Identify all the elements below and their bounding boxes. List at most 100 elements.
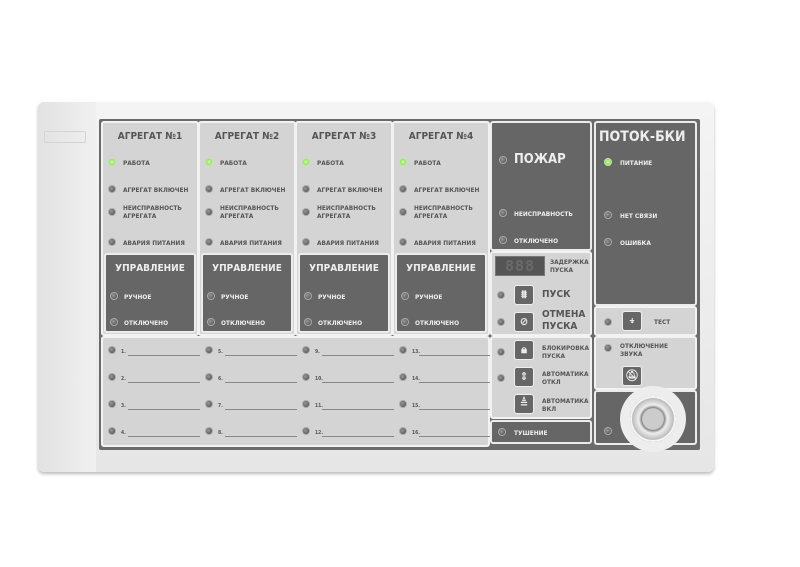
control-title: УПРАВЛЕНИЕ (406, 263, 476, 274)
unit-status-led (108, 185, 116, 193)
zone-number: 12. (315, 430, 323, 436)
fault-led (499, 209, 507, 217)
zone-label-line (225, 355, 297, 356)
extinguish-section: ТУШЕНИЕ (490, 420, 592, 444)
unit-panel: АГРЕГАТ №1 РАБОТА АГРЕГАТ ВКЛЮЧЕН НЕИСПР… (101, 121, 199, 336)
zone-led (302, 373, 310, 381)
unit-status-label: НЕИСПРАВНОСТЬ АГРЕГАТА (414, 204, 473, 220)
unit-status-label: АГРЕГАТ ВКЛЮЧЕН (123, 186, 189, 194)
automation-section: 🔒︎ БЛОКИРОВКА ПУСКА ⇕ АВТОМАТИКА ОТКЛ ≜ … (490, 336, 592, 419)
control-disabled-label: ОТКЛЮЧЕНО (221, 319, 266, 327)
zone-number: 16. (412, 430, 420, 436)
auto-off-label: АВТОМАТИКА ОТКЛ (542, 370, 589, 386)
power-label: ПИТАНИЕ (620, 159, 653, 167)
start-label: ПУСК (542, 289, 571, 300)
control-title: УПРАВЛЕНИЕ (212, 263, 282, 274)
zone-led (108, 400, 116, 408)
manual-label: РУЧНОЕ (221, 293, 249, 301)
control-disabled-led (110, 318, 118, 326)
mute-label: ОТКЛЮЧЕНИЕ ЗВУКА (620, 342, 668, 358)
zone-number: 15. (412, 403, 420, 409)
zone-number: 1. (121, 349, 126, 355)
zone-led (302, 427, 310, 435)
test-label: ТЕСТ (654, 318, 671, 326)
control-panel: УПРАВЛЕНИЕ РУЧНОЕ ОТКЛЮЧЕНО (395, 253, 487, 333)
unit-status-label: АВАРИЯ ПИТАНИЯ (317, 239, 379, 247)
unit-status-label: АВАРИЯ ПИТАНИЯ (414, 239, 476, 247)
unit-status-led (399, 208, 407, 216)
zone-label-line (225, 436, 297, 437)
cancel-led (497, 318, 505, 326)
mute-section: ОТКЛЮЧЕНИЕ ЗВУКА 🔕︎ (594, 336, 697, 390)
auto-off-led (497, 374, 505, 382)
zone-label-line (322, 355, 394, 356)
unit-status-led (205, 158, 213, 166)
unit-title: АГРЕГАТ №1 (117, 131, 183, 142)
zone-led (108, 427, 116, 435)
auto-on-label: АВТОМАТИКА ВКЛ (542, 397, 589, 413)
zone-led (108, 373, 116, 381)
manual-label: РУЧНОЕ (124, 293, 152, 301)
unit-status-led (302, 208, 310, 216)
zone-label-line (419, 382, 491, 383)
unit-status-label: РАБОТА (123, 159, 150, 167)
zone-led (302, 346, 310, 354)
touch-memory-reader[interactable] (630, 396, 676, 442)
zone-led (205, 373, 213, 381)
block-button[interactable]: 🔒︎ (514, 340, 534, 360)
unit-title: АГРЕГАТ №3 (311, 131, 377, 142)
zone-label-line (419, 355, 491, 356)
manual-label: РУЧНОЕ (415, 293, 443, 301)
control-title: УПРАВЛЕНИЕ (309, 263, 379, 274)
unit-title: АГРЕГАТ №2 (214, 131, 280, 142)
zone-led (399, 373, 407, 381)
zone-label-line (419, 436, 491, 437)
unit-panel: АГРЕГАТ №3 РАБОТА АГРЕГАТ ВКЛЮЧЕН НЕИСПР… (295, 121, 393, 336)
start-button[interactable]: ⩩ (514, 285, 534, 305)
zone-number: 13. (412, 349, 420, 355)
mute-led (604, 344, 612, 352)
unit-status-led (302, 158, 310, 166)
unit-status-label: РАБОТА (220, 159, 247, 167)
control-disabled-led (401, 318, 409, 326)
unit-status-label: АВАРИЯ ПИТАНИЯ (220, 239, 282, 247)
extinguish-led (498, 428, 506, 436)
control-disabled-led (207, 318, 215, 326)
manual-led (207, 292, 215, 300)
unit-status-led (399, 238, 407, 246)
unit-status-label: РАБОТА (317, 159, 344, 167)
zone-led (399, 427, 407, 435)
fire-title: ПОЖАР (514, 152, 566, 167)
unit-status-label: АГРЕГАТ ВКЛЮЧЕН (317, 186, 383, 194)
unit-status-led (302, 185, 310, 193)
unit-status-led (205, 238, 213, 246)
control-panel: УПРАВЛЕНИЕ РУЧНОЕ ОТКЛЮЧЕНО (298, 253, 390, 333)
control-disabled-label: ОТКЛЮЧЕНО (318, 319, 363, 327)
zone-led (205, 346, 213, 354)
unit-status-led (302, 238, 310, 246)
auto-off-button[interactable]: ⇕ (514, 367, 534, 387)
cancel-button[interactable]: ⊘ (514, 312, 534, 332)
control-disabled-label: ОТКЛЮЧЕНО (415, 319, 460, 327)
control-disabled-led (304, 318, 312, 326)
no-link-label: НЕТ СВЯЗИ (620, 212, 658, 220)
unit-status-label: РАБОТА (414, 159, 441, 167)
zone-number: 6. (218, 376, 223, 382)
no-link-led (604, 211, 612, 219)
manual-led (110, 292, 118, 300)
zone-led (399, 400, 407, 408)
unit-status-label: АГРЕГАТ ВКЛЮЧЕН (414, 186, 480, 194)
disabled-label: ОТКЛЮЧЕНО (514, 237, 559, 245)
auto-on-button[interactable]: ≜ (514, 394, 534, 414)
zone-number: 8. (218, 430, 223, 436)
zone-label-line (128, 355, 200, 356)
control-panel: УПРАВЛЕНИЕ РУЧНОЕ ОТКЛЮЧЕНО (201, 253, 293, 333)
zone-label-line (419, 409, 491, 410)
mute-button[interactable]: 🔕︎ (622, 366, 642, 386)
zone-led (108, 346, 116, 354)
block-led (497, 348, 505, 356)
zone-label-line (322, 436, 394, 437)
test-button[interactable]: ⍖ (622, 311, 642, 331)
unit-title: АГРЕГАТ №4 (408, 131, 474, 142)
error-led (604, 238, 612, 246)
